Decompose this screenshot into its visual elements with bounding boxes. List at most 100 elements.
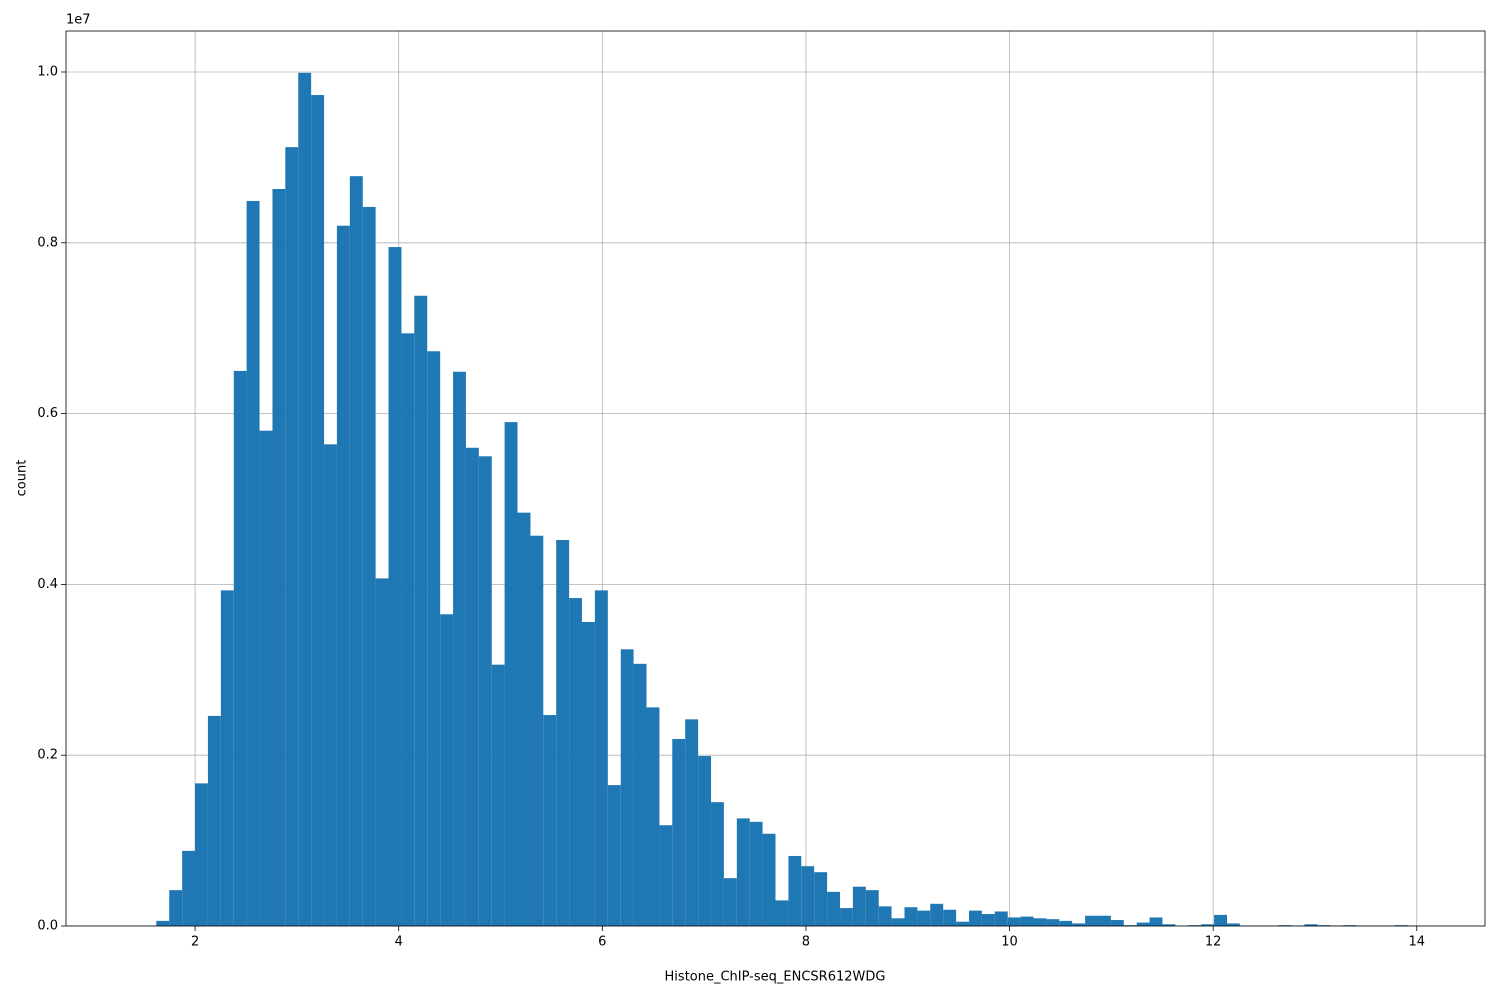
bar	[762, 833, 776, 926]
y-tick-label: 0.0	[37, 919, 58, 934]
bar	[878, 906, 892, 926]
bar	[465, 447, 479, 926]
x-tick-label: 2	[191, 935, 199, 950]
bar	[672, 738, 686, 926]
bar	[1162, 924, 1176, 926]
bar	[943, 909, 957, 926]
bar	[427, 351, 441, 926]
x-tick-label: 8	[802, 935, 810, 950]
bar	[620, 649, 634, 926]
bar	[917, 910, 931, 926]
bar	[1059, 920, 1073, 926]
bar	[930, 903, 944, 926]
bar	[646, 707, 660, 926]
y-tick-label: 0.4	[37, 577, 58, 592]
bar	[852, 886, 866, 926]
bar	[607, 785, 621, 926]
bar	[827, 891, 841, 926]
bar	[840, 908, 853, 926]
bar	[285, 147, 299, 927]
bar	[259, 430, 273, 926]
bar	[1020, 916, 1034, 926]
x-tick-label: 12	[1205, 935, 1222, 950]
bar	[981, 914, 995, 926]
bar	[865, 890, 879, 926]
bar	[1188, 925, 1202, 926]
bar	[543, 715, 557, 926]
bar	[994, 911, 1008, 926]
bar	[453, 371, 466, 927]
bar	[659, 825, 673, 926]
bar	[272, 188, 286, 927]
bar	[1149, 917, 1163, 926]
bar	[1317, 925, 1331, 926]
bar	[375, 578, 389, 926]
bar	[362, 206, 376, 927]
x-tick-label: 6	[598, 935, 606, 950]
bar	[1033, 918, 1047, 926]
x-axis-label: Histone_ChIP-seq_ENCSR612WDG	[665, 970, 886, 985]
bar	[633, 663, 647, 926]
bar	[349, 176, 363, 927]
bar	[182, 850, 195, 926]
bar	[414, 295, 428, 926]
bar	[1136, 922, 1150, 926]
bar	[1085, 915, 1099, 926]
bar	[1007, 917, 1021, 926]
bar	[814, 872, 828, 926]
bar	[233, 370, 247, 927]
y-tick-label: 0.2	[37, 748, 58, 763]
bar	[1214, 914, 1228, 926]
bar	[298, 72, 312, 926]
y-axis-label: count	[15, 460, 30, 497]
bar	[220, 590, 234, 926]
bar	[801, 866, 815, 926]
bar	[891, 918, 905, 926]
bar	[169, 890, 183, 926]
bar	[401, 333, 415, 926]
bar	[440, 614, 454, 926]
bar	[736, 818, 750, 926]
bar	[1394, 925, 1408, 926]
bar	[1343, 925, 1357, 926]
bar	[956, 921, 970, 926]
bar	[311, 95, 325, 926]
bar	[698, 756, 712, 926]
bar	[1201, 924, 1215, 926]
bar	[594, 590, 608, 926]
bar	[685, 719, 699, 926]
bar	[388, 247, 402, 926]
bar	[491, 664, 505, 926]
y-tick-label: 0.6	[37, 406, 58, 421]
bar	[1227, 923, 1240, 926]
bar	[569, 598, 582, 926]
bar	[336, 225, 350, 926]
bar	[1046, 919, 1060, 926]
bar	[556, 539, 570, 926]
bar	[246, 200, 260, 927]
x-tick-label: 4	[395, 935, 403, 950]
bar	[723, 878, 737, 926]
bar	[194, 783, 208, 926]
bar	[156, 920, 170, 926]
x-tick-label: 10	[1001, 935, 1018, 950]
bar	[1304, 924, 1318, 926]
bar	[749, 821, 763, 926]
x-tick-label: 14	[1409, 935, 1426, 950]
bar	[1098, 915, 1111, 926]
bar	[969, 910, 982, 926]
bar	[324, 444, 337, 926]
bar	[207, 715, 221, 926]
y-tick-label: 0.8	[37, 235, 58, 250]
bar	[1072, 923, 1086, 926]
bar	[581, 621, 595, 926]
y-tick-label: 1.0	[37, 64, 58, 79]
y-offset-label: 1e7	[66, 13, 91, 28]
bar	[904, 907, 918, 926]
bar	[788, 855, 802, 926]
bar	[530, 535, 544, 926]
bar	[1110, 920, 1124, 926]
bar	[478, 456, 492, 926]
